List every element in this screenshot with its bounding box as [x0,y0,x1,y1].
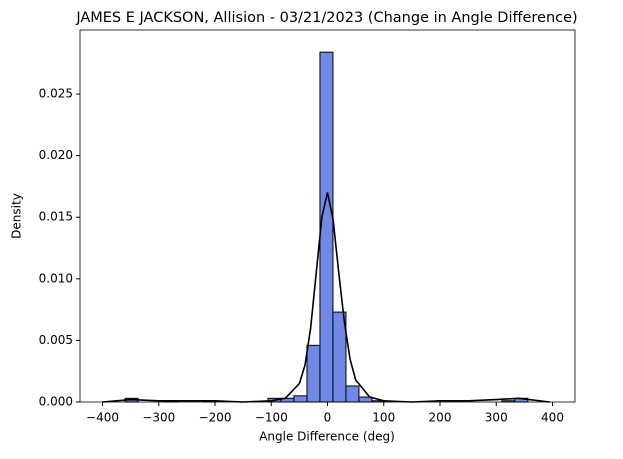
bar [319,51,334,403]
y-tick-label: 0.020 [39,148,73,162]
y-tick-label: 0.000 [39,395,73,409]
y-tick-label: 0.005 [39,333,73,347]
y-tick-label: 0.010 [39,271,73,285]
bar [345,385,360,403]
y-axis-label: Density [10,193,24,239]
x-tick-label: −200 [199,411,232,425]
bar [306,344,321,403]
x-axis-label: Angle Difference (deg) [259,430,395,444]
x-tick-label: −300 [142,411,175,425]
x-tick-label: 200 [429,411,452,425]
x-tick-label: −400 [86,411,119,425]
x-tick-label: 100 [372,411,395,425]
bar [293,395,308,403]
x-tick-label: 300 [485,411,508,425]
kde-line [102,192,550,403]
x-tick-label: −100 [255,411,288,425]
y-tick-label: 0.025 [39,87,73,101]
x-tick-label: 0 [324,411,332,425]
x-tick-label: 400 [541,411,564,425]
y-tick-label: 0.015 [39,210,73,224]
bar [332,311,347,403]
chart-title: JAMES E JACKSON, Allision - 03/21/2023 (… [75,10,577,26]
